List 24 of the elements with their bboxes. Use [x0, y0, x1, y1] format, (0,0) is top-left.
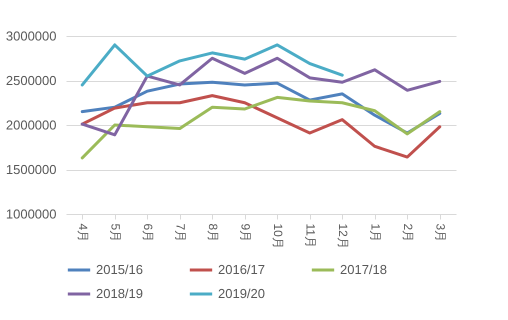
y-tick-label: 2000000 [6, 118, 56, 132]
legend-label: 2016/17 [218, 262, 265, 277]
x-tick-label: 9月 [238, 224, 252, 242]
x-tick-label: 5月 [108, 224, 122, 242]
x-tick-label: 10月 [270, 224, 285, 249]
x-tick-label: 11月 [303, 224, 318, 248]
y-tick-label: 1500000 [6, 162, 56, 177]
x-tick-label: 7月 [173, 224, 188, 242]
x-tick-label: 12月 [336, 224, 350, 249]
x-tick-label: 3月 [433, 224, 448, 242]
legend-label: 2015/16 [96, 262, 143, 277]
y-tick-label: 2500000 [6, 73, 56, 88]
legend-label: 2018/19 [96, 286, 143, 301]
y-tick-label: 1000000 [6, 206, 56, 222]
x-tick-label: 8月 [206, 224, 220, 242]
line-series [80, 56, 442, 136]
x-tick-label: 4月 [76, 224, 90, 242]
x-tick-label: 1月 [368, 224, 382, 242]
y-tick-label: 3000000 [6, 28, 56, 44]
legend-label: 2019/20 [218, 286, 265, 301]
line-series [80, 43, 344, 86]
x-tick-label: 6月 [140, 224, 155, 242]
legend-label: 2017/18 [340, 262, 387, 277]
x-tick-label: 2月 [400, 224, 415, 242]
